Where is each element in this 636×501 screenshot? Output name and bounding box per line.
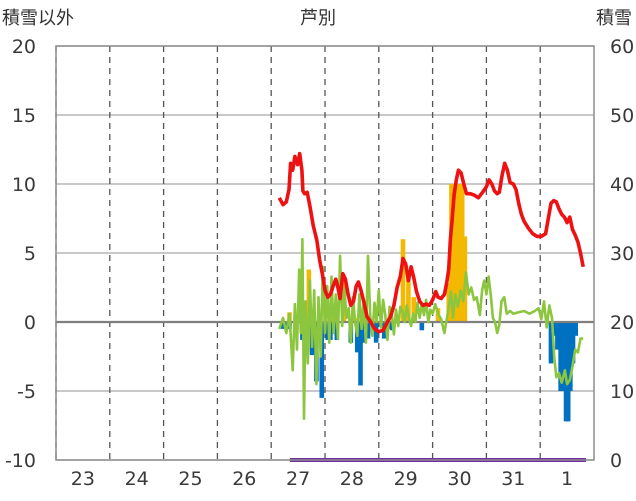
- x-tick-label-8: 31: [501, 468, 525, 490]
- right-tick-label-1: 10: [610, 381, 634, 403]
- snow-change-bar-0: [280, 322, 286, 329]
- x-tick-label-0: 23: [71, 468, 95, 490]
- left-axis-ticks: -10 -5 0 5 10 15 20: [5, 36, 36, 472]
- snow-change-bar-12: [358, 322, 363, 386]
- left-tick-label-2: 0: [24, 312, 36, 334]
- snow-change-bar-14: [365, 322, 371, 339]
- plot-border: [55, 45, 595, 461]
- snow-change-bar-29: [573, 322, 579, 336]
- snow-change-bar-15: [373, 322, 379, 343]
- plot-frame: [55, 45, 595, 461]
- x-tick-label-3: 26: [232, 468, 256, 490]
- snow-change-bar-11: [354, 322, 360, 353]
- x-tick-label-2: 25: [178, 468, 202, 490]
- right-tick-label-5: 50: [610, 105, 634, 127]
- snow-change-bar-22: [555, 322, 560, 350]
- precip-bar-14: [457, 184, 462, 322]
- left-tick-label-3: 5: [24, 243, 36, 265]
- snow-change-bar-23: [558, 322, 563, 391]
- right-tick-label-4: 40: [610, 174, 634, 196]
- x-tick-label-6: 29: [394, 468, 418, 490]
- x-tick-label-9: 1: [561, 468, 573, 490]
- x-tick-label-1: 24: [125, 468, 149, 490]
- snow-change-bar-27: [568, 322, 573, 391]
- chart-title: 芦別: [300, 8, 336, 29]
- x-tick-label-7: 30: [447, 468, 471, 490]
- left-tick-label-0: -10: [5, 450, 36, 472]
- left-tick-label-4: 10: [12, 174, 36, 196]
- precip-bar-12: [451, 184, 457, 322]
- snow-change-bar-6: [319, 322, 325, 398]
- x-axis-ticks: 23 24 25 26 27 28 29 30 31 1: [71, 468, 573, 490]
- right-axis-title: 積雪: [596, 8, 632, 29]
- wind-line: [278, 237, 584, 420]
- left-tick-label-1: -5: [17, 381, 36, 403]
- precip-bar-8: [411, 297, 417, 322]
- snow-change-bar-20: [548, 322, 554, 364]
- gridlines: [55, 45, 594, 461]
- snow-change-bar-24: [561, 322, 566, 391]
- precip-bar-6: [400, 239, 406, 322]
- right-tick-label-2: 20: [610, 312, 634, 334]
- precip-bar-13: [454, 184, 460, 322]
- x-tick-label-4: 27: [286, 468, 310, 490]
- x-tick-label-5: 28: [340, 468, 364, 490]
- right-tick-label-3: 30: [610, 243, 634, 265]
- snow-change-bar-13: [361, 322, 367, 343]
- snow-change-bar-19: [419, 322, 425, 331]
- right-axis-ticks: 0 10 20 30 40 50 60: [610, 36, 634, 472]
- snow-change-bar-28: [570, 322, 576, 364]
- precip-bar-7: [406, 277, 411, 322]
- temperature-line: [277, 151, 585, 334]
- left-tick-label-6: 20: [12, 36, 36, 58]
- right-tick-label-6: 60: [610, 36, 634, 58]
- right-tick-label-0: 0: [610, 450, 622, 472]
- left-axis-title: 積雪以外: [2, 8, 74, 29]
- left-tick-label-5: 15: [12, 105, 36, 127]
- precip-bar-15: [459, 184, 465, 322]
